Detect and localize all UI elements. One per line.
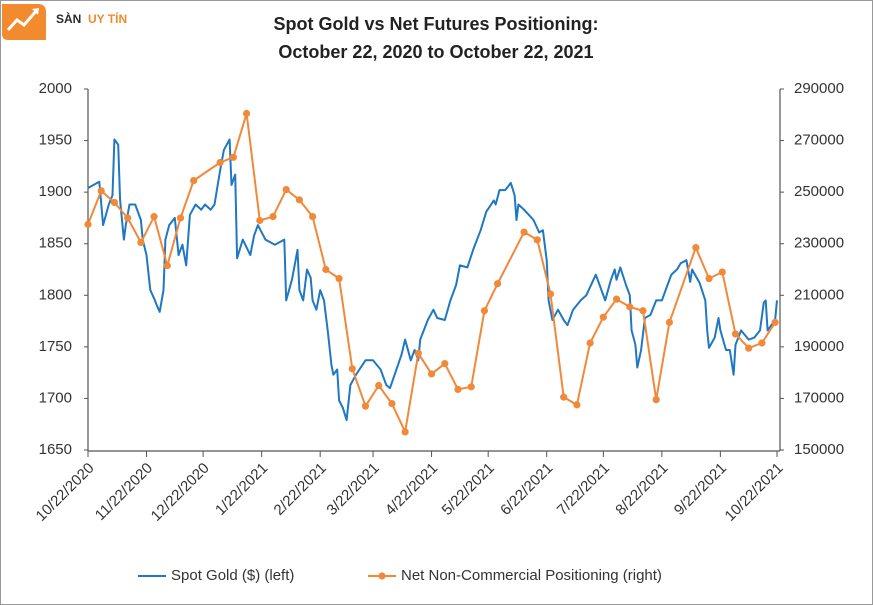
- point: [652, 396, 660, 404]
- legend-label: Spot Gold ($) (left): [171, 567, 294, 584]
- y-tick-label: 1750: [39, 338, 72, 355]
- logo-arrowhead: [32, 8, 39, 15]
- point: [599, 313, 607, 321]
- y2-tick-label: 290000: [794, 80, 844, 97]
- point: [97, 187, 105, 195]
- point: [124, 214, 132, 222]
- point: [309, 213, 317, 221]
- series-line: [87, 138, 778, 422]
- y2-tick-label: 190000: [794, 338, 844, 355]
- point: [348, 365, 356, 373]
- point: [110, 198, 119, 207]
- y2-tick-label: 210000: [794, 286, 844, 303]
- point: [705, 274, 713, 283]
- y-tick-label: 1650: [39, 441, 72, 458]
- y-tick-label: 1800: [39, 286, 72, 303]
- point: [388, 399, 396, 408]
- point: [242, 109, 251, 118]
- point: [745, 344, 753, 352]
- point: [494, 280, 502, 288]
- point: [533, 236, 541, 244]
- point: [84, 220, 92, 228]
- y-tick-label: 1900: [39, 183, 72, 200]
- point: [758, 339, 766, 347]
- logo-badge: [2, 4, 46, 40]
- point: [322, 265, 330, 274]
- point: [414, 349, 422, 357]
- chart-title: Spot Gold vs Net Futures Positioning:: [273, 14, 598, 34]
- y2-tick-label: 270000: [794, 132, 844, 149]
- y2-tick-label: 250000: [794, 183, 844, 200]
- y-tick-label: 1950: [39, 132, 72, 149]
- point: [731, 330, 740, 338]
- point: [573, 401, 581, 409]
- point: [137, 238, 145, 247]
- logo: SÀN UY TÍN: [2, 4, 127, 40]
- point: [692, 243, 700, 252]
- point: [216, 158, 224, 167]
- point: [612, 295, 621, 303]
- point: [665, 318, 674, 326]
- point: [520, 228, 528, 236]
- point: [639, 307, 647, 315]
- y2-tick-label: 150000: [794, 441, 844, 458]
- logo-text: SÀN: [56, 11, 81, 26]
- y-tick-label: 1700: [39, 389, 72, 406]
- point: [467, 383, 475, 391]
- point: [295, 196, 304, 204]
- point: [269, 213, 277, 221]
- y2-tick-label: 230000: [794, 235, 844, 252]
- series-line: [87, 112, 776, 433]
- y-tick-label: 1850: [39, 235, 72, 252]
- point: [229, 153, 237, 161]
- point: [480, 307, 489, 315]
- legend-marker: [378, 572, 386, 580]
- logo-arrow: [6, 9, 39, 32]
- legend-label: Net Non-Commercial Positioning (right): [401, 567, 662, 584]
- point: [427, 370, 436, 378]
- chart-subtitle: October 22, 2020 to October 22, 2021: [278, 42, 593, 62]
- point: [626, 303, 634, 311]
- point: [441, 360, 449, 368]
- point: [335, 274, 343, 283]
- point: [282, 185, 290, 194]
- point: [560, 393, 568, 401]
- point: [361, 402, 370, 410]
- point: [401, 428, 409, 436]
- logo-text: UY TÍN: [88, 11, 127, 26]
- point: [256, 216, 264, 225]
- point: [771, 318, 779, 326]
- point: [718, 268, 726, 276]
- point: [150, 213, 158, 221]
- point: [586, 339, 594, 347]
- point: [163, 262, 171, 270]
- point: [454, 385, 462, 394]
- point: [375, 381, 383, 390]
- y-tick-label: 2000: [39, 80, 72, 97]
- point: [190, 176, 198, 185]
- point: [176, 214, 185, 222]
- y2-tick-label: 170000: [794, 389, 844, 406]
- point: [546, 290, 555, 298]
